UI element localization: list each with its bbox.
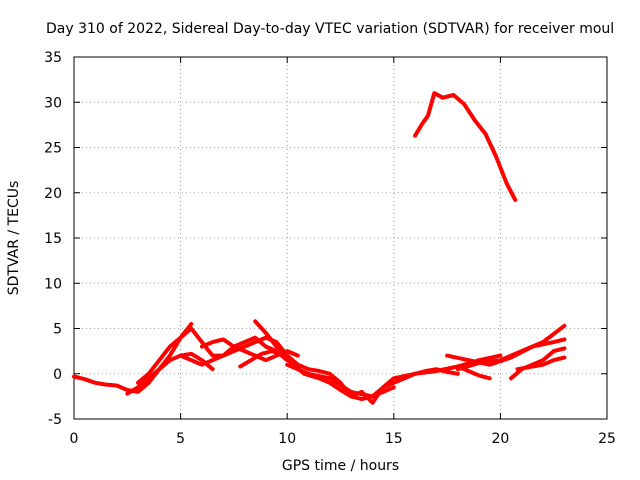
series-layer: [72, 91, 567, 405]
x-tick-label: 10: [278, 431, 296, 447]
y-tick-label: 0: [53, 367, 62, 383]
series-line-s8: [285, 353, 503, 399]
series-line-s14: [413, 91, 518, 202]
y-tick-label: 5: [53, 322, 62, 338]
series-line-s2: [125, 351, 215, 396]
y-tick-label: 15: [44, 231, 62, 247]
series-line-s10: [445, 337, 567, 367]
x-tick-label: 20: [491, 431, 509, 447]
y-tick-label: 25: [44, 141, 62, 157]
y-axis-label: SDTVAR / TECUs: [6, 181, 22, 296]
x-tick-label: 5: [176, 431, 185, 447]
x-tick-label: 25: [598, 431, 616, 447]
x-tick-label: 15: [385, 431, 403, 447]
series-line-s13: [455, 364, 492, 381]
series-line-s3: [136, 326, 290, 385]
y-tick-label: 35: [44, 50, 62, 66]
x-tick-label: 0: [70, 431, 79, 447]
y-tick-label: 10: [44, 276, 62, 292]
y-tick-label: -5: [48, 412, 62, 428]
x-axis-label: GPS time / hours: [282, 458, 399, 474]
y-tick-label: 20: [44, 186, 62, 202]
series-line-s12: [515, 355, 567, 372]
y-tick-label: 30: [44, 95, 62, 111]
tick-layer: 0 5 10 15 20 25 -5 0 5 10 15 20 25 30 35: [44, 50, 616, 447]
chart-title: Day 310 of 2022, Sidereal Day-to-day VTE…: [46, 21, 614, 37]
